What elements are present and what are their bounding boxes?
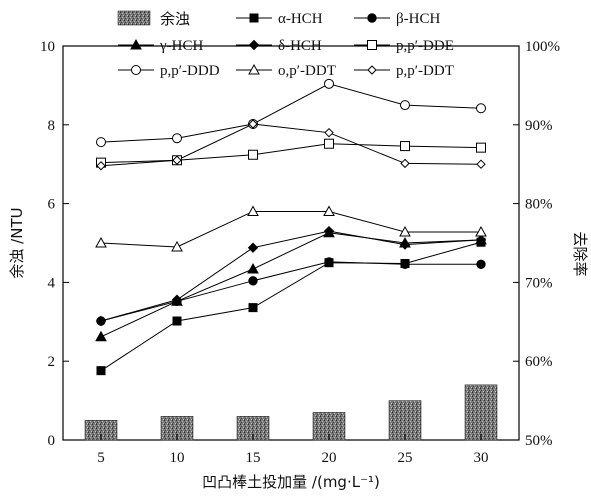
- series-4-point-4: [400, 141, 410, 152]
- series-3-point-1: [171, 294, 183, 305]
- series-2-point-2: [247, 262, 259, 274]
- series-5-point-4: [400, 100, 410, 111]
- series-3-point-3: [323, 225, 335, 237]
- series-4-point-3: [324, 138, 334, 149]
- series-1-point-5: [476, 259, 486, 269]
- legend-item: α-HCH: [236, 11, 323, 27]
- x-tick-label: 30: [474, 450, 489, 466]
- series-line-0: [100, 241, 482, 372]
- legend-marker: [249, 13, 259, 23]
- y-right-tick-label: 100%: [525, 39, 560, 55]
- legend-item: o,p′-DDT: [236, 63, 336, 79]
- series-line-2: [100, 232, 482, 338]
- series-7-point-3: [324, 127, 334, 138]
- series-5-point-5: [476, 103, 486, 114]
- series-line-6: [100, 210, 481, 248]
- legend-marker: [131, 65, 141, 75]
- series-7-point-1: [172, 155, 182, 165]
- series-line-7: [100, 123, 482, 167]
- series-line-3: [100, 230, 482, 322]
- y-right-tick-label: 60%: [525, 354, 553, 370]
- series-7-point-4: [400, 158, 410, 169]
- series-6-point-0: [95, 236, 107, 248]
- legend-item: γ-HCH: [118, 38, 203, 54]
- legend-label: o,p′-DDT: [278, 63, 336, 79]
- series-7-point-0: [96, 161, 106, 171]
- legend-label: p,p′-DDE: [396, 38, 454, 54]
- y-left-tick-label: 2: [48, 354, 56, 370]
- legend-item: p,p′-DDT: [354, 63, 454, 79]
- legend-label: 余浊: [160, 10, 190, 28]
- series-2-point-0: [95, 330, 107, 342]
- legend-marker: [367, 13, 377, 23]
- series-0-point-1: [172, 316, 182, 326]
- bar-layer: [84, 384, 498, 441]
- legend-marker: [248, 39, 260, 51]
- series-6-point-5: [475, 225, 487, 237]
- series-5-point-0: [96, 137, 106, 148]
- series-3-point-0: [95, 315, 107, 327]
- series-1-point-2: [248, 276, 258, 286]
- y-left-tick-label: 6: [48, 197, 56, 213]
- series-3-point-5: [475, 234, 487, 246]
- x-tick-label: 20: [322, 450, 337, 466]
- legend-marker: [367, 40, 377, 50]
- y-right-tick-label: 70%: [525, 275, 553, 291]
- series-line-5: [100, 83, 482, 143]
- legend-item: β-HCH: [354, 11, 440, 27]
- y-left-tick-label: 4: [48, 275, 56, 291]
- series-4-point-5: [476, 142, 486, 153]
- series-line-4: [100, 143, 482, 164]
- series-1-point-4: [400, 259, 410, 269]
- legend-label: p,p′-DDT: [396, 63, 454, 79]
- series-4-point-2: [248, 149, 258, 160]
- x-tick-label: 10: [170, 450, 185, 466]
- series-0-point-0: [96, 366, 106, 376]
- y-axis-left-title: 余浊 /NTU: [8, 207, 26, 278]
- axes-layer: 0 2 4 6 8 10 50% 60% 70% 80% 90% 100% 5 10 15 20 25 30: [40, 39, 560, 466]
- y-left-tick-label: 0: [48, 433, 56, 449]
- legend-marker: [130, 38, 142, 50]
- series-3-point-4: [399, 239, 411, 250]
- legend-item: p,p′-DDE: [354, 38, 454, 54]
- legend-label: p,p′-DDD: [160, 63, 220, 79]
- x-tick-label: 15: [246, 450, 261, 466]
- y-left-tick-label: 10: [40, 39, 55, 55]
- legend-label: γ-HCH: [159, 38, 203, 54]
- legend-item: δ-HCH: [236, 38, 322, 54]
- legend-label: α-HCH: [278, 11, 323, 27]
- series-5-point-3: [324, 78, 334, 89]
- series-1-point-3: [324, 257, 334, 267]
- series-6-point-3: [323, 205, 335, 216]
- x-tick-label: 5: [97, 450, 105, 466]
- x-tick-label: 25: [398, 450, 413, 466]
- bar-30: [464, 384, 498, 441]
- legend-item: 余浊: [117, 10, 190, 28]
- legend-marker: [367, 65, 377, 75]
- series-6-point-4: [399, 225, 411, 237]
- y-right-tick-label: 90%: [525, 118, 553, 134]
- legend-label: δ-HCH: [278, 38, 322, 54]
- x-axis-title: 凹凸棒土投加量 /(mg·L⁻¹): [202, 473, 380, 491]
- series-6-point-1: [171, 240, 183, 252]
- series-0-point-2: [248, 303, 258, 313]
- y-left-tick-label: 8: [48, 118, 56, 134]
- legend-label: β-HCH: [396, 11, 440, 27]
- plot-frame: [62, 45, 520, 441]
- series-7-point-2: [248, 119, 258, 129]
- series-7-point-5: [476, 159, 486, 169]
- legend: 余浊 α-HCH β-HCH γ-HCH δ-HCH p,p′-DDE p,p′-DDD o,…: [117, 10, 454, 79]
- y-right-tick-label: 50%: [525, 433, 553, 449]
- legend-swatch: [117, 10, 151, 26]
- y-right-tick-label: 80%: [525, 197, 553, 213]
- y-axis-right-title: 去除率: [571, 231, 589, 276]
- series-3-point-2: [247, 242, 259, 253]
- series-6-point-2: [247, 205, 259, 216]
- line-layer: [95, 78, 487, 376]
- legend-marker: [248, 63, 260, 75]
- series-line-1: [100, 261, 481, 322]
- series-5-point-1: [172, 133, 182, 144]
- legend-item: p,p′-DDD: [118, 63, 220, 79]
